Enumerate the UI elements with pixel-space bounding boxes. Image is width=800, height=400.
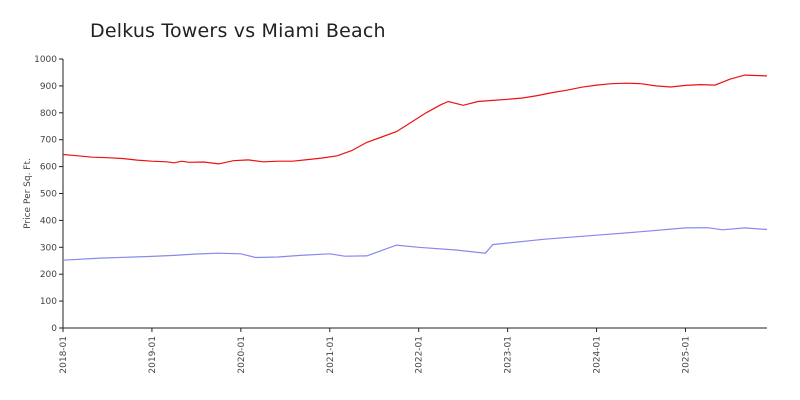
x-tick-label: 2022-01 <box>415 336 425 374</box>
y-tick-label: 200 <box>40 270 57 280</box>
y-tick-label: 1000 <box>34 55 57 65</box>
x-tick-label: 2020-01 <box>237 336 247 374</box>
x-tick-label: 2025-01 <box>681 336 691 374</box>
y-tick-label: 300 <box>40 243 57 253</box>
y-axis-label: Price Per Sq. Ft. <box>23 158 33 229</box>
series-line-1 <box>62 74 768 165</box>
series-line-2 <box>62 227 768 261</box>
y-tick-label: 700 <box>40 136 57 146</box>
y-tick-label: 0 <box>51 324 57 334</box>
y-tick-label: 900 <box>40 82 57 92</box>
x-tick-label: 2021-01 <box>326 336 336 374</box>
x-tick-label: 2018-01 <box>59 336 69 374</box>
x-tick-label: 2019-01 <box>148 336 158 374</box>
y-tick-label: 800 <box>40 109 57 119</box>
y-tick-label: 600 <box>40 163 57 173</box>
y-tick-label: 400 <box>40 216 57 226</box>
y-tick-label: 100 <box>40 297 57 307</box>
x-tick-label: 2024-01 <box>593 336 603 374</box>
y-tick-label: 500 <box>40 190 57 200</box>
x-tick-label: 2023-01 <box>504 336 514 374</box>
chart-title: Delkus Towers vs Miami Beach <box>90 20 386 42</box>
